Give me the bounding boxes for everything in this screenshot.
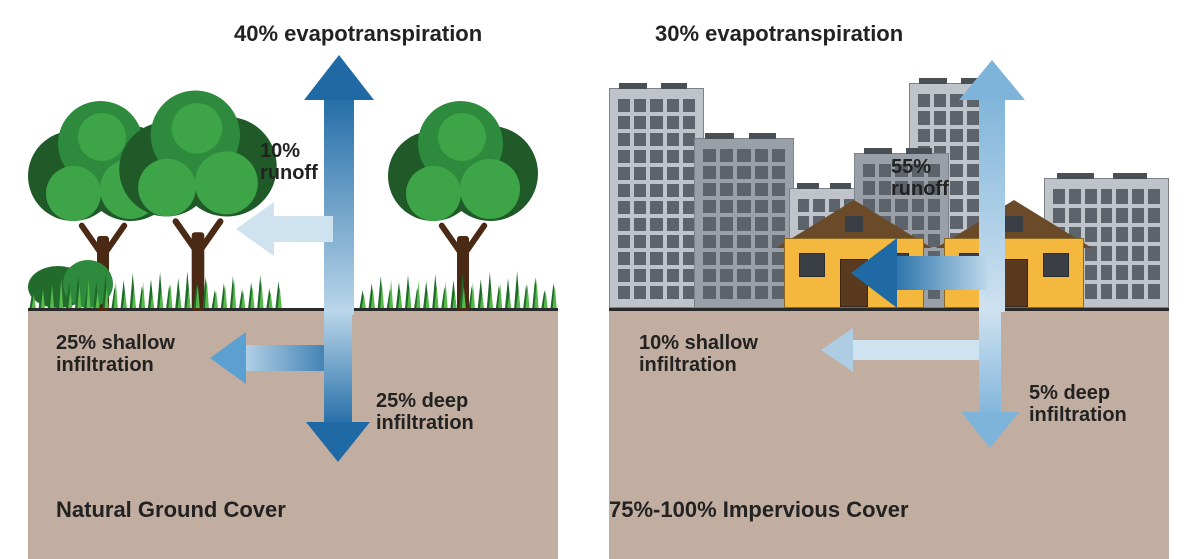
panel-natural: 40% evapotranspiration 10% runoff 25% sh… — [28, 0, 558, 559]
stage: 40% evapotranspiration 10% runoff 25% sh… — [0, 0, 1200, 559]
grass — [358, 266, 558, 308]
label-evapotranspiration: 30% evapotranspiration — [655, 22, 903, 46]
caption-impervious: 75%-100% Impervious Cover — [609, 498, 909, 522]
building — [609, 88, 704, 308]
caption-natural: Natural Ground Cover — [56, 498, 286, 522]
panel-impervious: 30% evapotranspiration 55% runoff 10% sh… — [609, 0, 1169, 559]
grass — [28, 266, 283, 308]
label-shallow-infiltration: 10% shallow infiltration — [639, 332, 758, 376]
house — [784, 208, 924, 308]
label-runoff: 55% runoff — [891, 156, 949, 200]
label-shallow-infiltration: 25% shallow infiltration — [56, 332, 175, 376]
label-deep-infiltration: 5% deep infiltration — [1029, 382, 1127, 426]
label-evapotranspiration: 40% evapotranspiration — [234, 22, 482, 46]
label-deep-infiltration: 25% deep infiltration — [376, 390, 474, 434]
house — [944, 208, 1084, 308]
label-runoff: 10% runoff — [260, 140, 318, 184]
